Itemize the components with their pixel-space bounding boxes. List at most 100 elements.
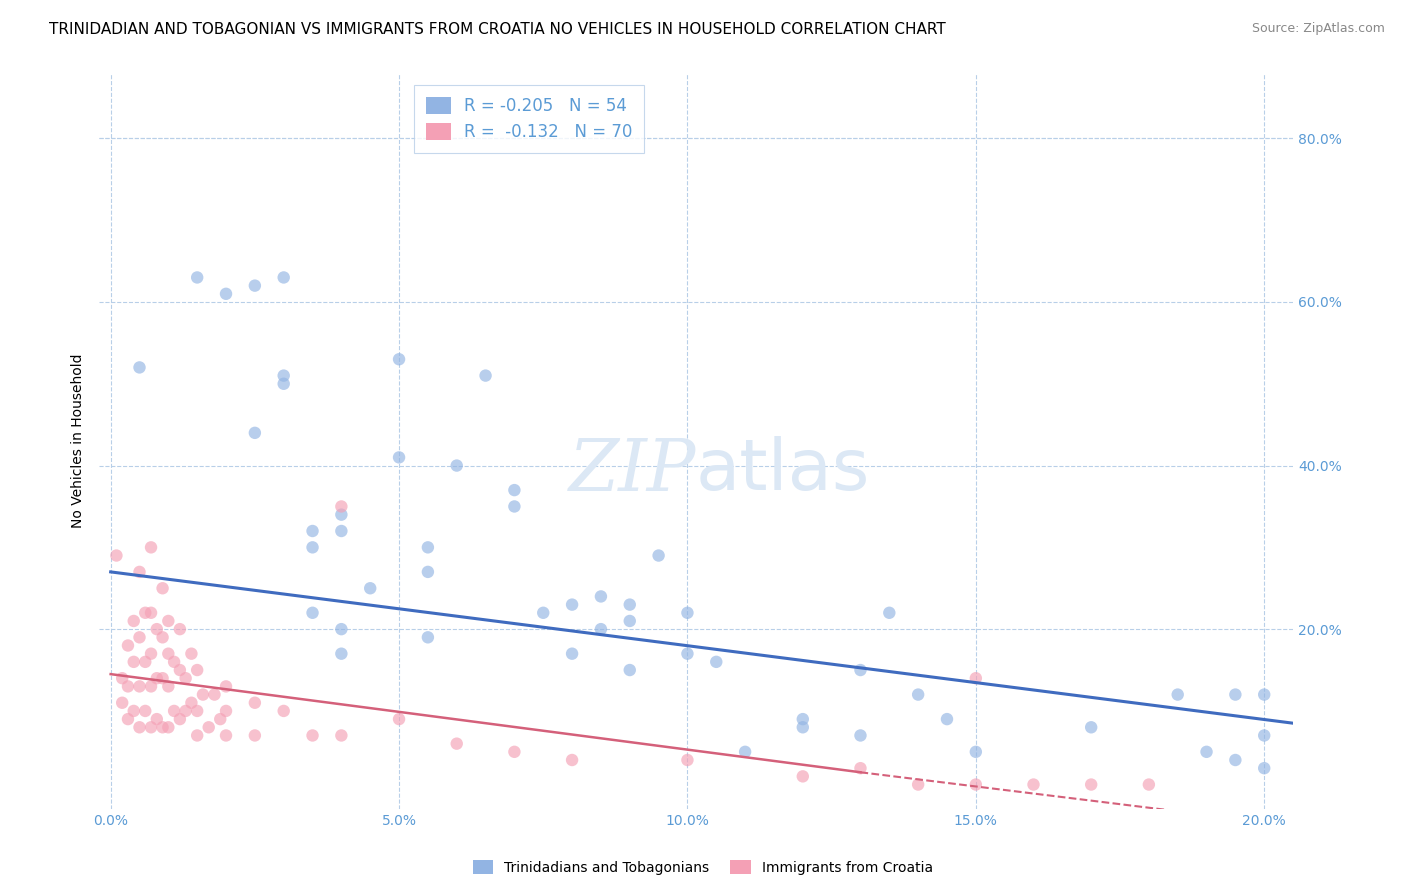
Point bbox=[215, 704, 238, 718]
Text: TRINIDADIAN AND TOBAGONIAN VS IMMIGRANTS FROM CROATIA NO VEHICLES IN HOUSEHOLD C: TRINIDADIAN AND TOBAGONIAN VS IMMIGRANTS… bbox=[49, 22, 946, 37]
Y-axis label: No Vehicles in Household: No Vehicles in Household bbox=[72, 354, 86, 528]
Point bbox=[1080, 778, 1102, 792]
Point bbox=[157, 614, 180, 628]
Point bbox=[243, 278, 266, 293]
Point bbox=[301, 541, 323, 555]
Point bbox=[792, 712, 814, 726]
Point bbox=[388, 352, 411, 367]
Point bbox=[163, 704, 186, 718]
Point bbox=[734, 745, 756, 759]
Point bbox=[128, 720, 150, 734]
Point bbox=[589, 590, 612, 604]
Point bbox=[273, 376, 295, 391]
Point bbox=[1195, 745, 1218, 759]
Point bbox=[965, 671, 987, 685]
Point bbox=[152, 581, 174, 595]
Point bbox=[157, 720, 180, 734]
Point bbox=[849, 729, 872, 743]
Point bbox=[134, 655, 156, 669]
Point bbox=[619, 614, 641, 628]
Point bbox=[619, 663, 641, 677]
Point bbox=[416, 541, 439, 555]
Point bbox=[111, 696, 134, 710]
Point bbox=[561, 647, 583, 661]
Point bbox=[186, 270, 208, 285]
Point bbox=[1167, 688, 1189, 702]
Point bbox=[209, 712, 232, 726]
Point bbox=[243, 729, 266, 743]
Point bbox=[122, 614, 145, 628]
Point bbox=[330, 622, 353, 636]
Point bbox=[152, 671, 174, 685]
Point bbox=[152, 720, 174, 734]
Point bbox=[1225, 688, 1247, 702]
Point bbox=[243, 425, 266, 440]
Point bbox=[134, 606, 156, 620]
Point bbox=[503, 745, 526, 759]
Point bbox=[647, 549, 669, 563]
Point bbox=[111, 671, 134, 685]
Point bbox=[330, 647, 353, 661]
Point bbox=[301, 524, 323, 538]
Point bbox=[792, 720, 814, 734]
Point bbox=[122, 655, 145, 669]
Point bbox=[416, 565, 439, 579]
Point bbox=[186, 704, 208, 718]
Point bbox=[273, 704, 295, 718]
Point bbox=[174, 704, 197, 718]
Point bbox=[1225, 753, 1247, 767]
Point bbox=[359, 581, 381, 595]
Point bbox=[330, 508, 353, 522]
Point bbox=[139, 606, 162, 620]
Point bbox=[169, 622, 191, 636]
Point bbox=[388, 712, 411, 726]
Legend: R = -0.205   N = 54, R =  -0.132   N = 70: R = -0.205 N = 54, R = -0.132 N = 70 bbox=[413, 85, 644, 153]
Point bbox=[146, 712, 169, 726]
Point bbox=[146, 622, 169, 636]
Point bbox=[128, 565, 150, 579]
Point bbox=[191, 688, 214, 702]
Point bbox=[474, 368, 496, 383]
Point bbox=[561, 753, 583, 767]
Point bbox=[446, 737, 468, 751]
Point bbox=[416, 630, 439, 644]
Point bbox=[503, 500, 526, 514]
Point bbox=[503, 483, 526, 497]
Point bbox=[243, 696, 266, 710]
Point bbox=[330, 729, 353, 743]
Text: atlas: atlas bbox=[696, 436, 870, 505]
Point bbox=[1253, 729, 1275, 743]
Point bbox=[388, 450, 411, 465]
Point bbox=[1253, 761, 1275, 775]
Point bbox=[704, 655, 727, 669]
Point bbox=[215, 729, 238, 743]
Point bbox=[936, 712, 959, 726]
Point bbox=[197, 720, 219, 734]
Point bbox=[204, 688, 226, 702]
Point bbox=[965, 778, 987, 792]
Point bbox=[174, 671, 197, 685]
Point bbox=[301, 729, 323, 743]
Point bbox=[849, 761, 872, 775]
Legend: Trinidadians and Tobagonians, Immigrants from Croatia: Trinidadians and Tobagonians, Immigrants… bbox=[467, 855, 939, 880]
Point bbox=[169, 712, 191, 726]
Point bbox=[180, 647, 202, 661]
Point bbox=[186, 663, 208, 677]
Point bbox=[105, 549, 128, 563]
Point bbox=[139, 680, 162, 694]
Point bbox=[139, 647, 162, 661]
Text: Source: ZipAtlas.com: Source: ZipAtlas.com bbox=[1251, 22, 1385, 36]
Point bbox=[163, 655, 186, 669]
Point bbox=[139, 541, 162, 555]
Point bbox=[330, 500, 353, 514]
Text: ZIP: ZIP bbox=[568, 435, 696, 506]
Point bbox=[117, 680, 139, 694]
Point bbox=[117, 639, 139, 653]
Point bbox=[792, 769, 814, 783]
Point bbox=[273, 368, 295, 383]
Point bbox=[561, 598, 583, 612]
Point bbox=[330, 524, 353, 538]
Point bbox=[1080, 720, 1102, 734]
Point bbox=[965, 745, 987, 759]
Point bbox=[152, 630, 174, 644]
